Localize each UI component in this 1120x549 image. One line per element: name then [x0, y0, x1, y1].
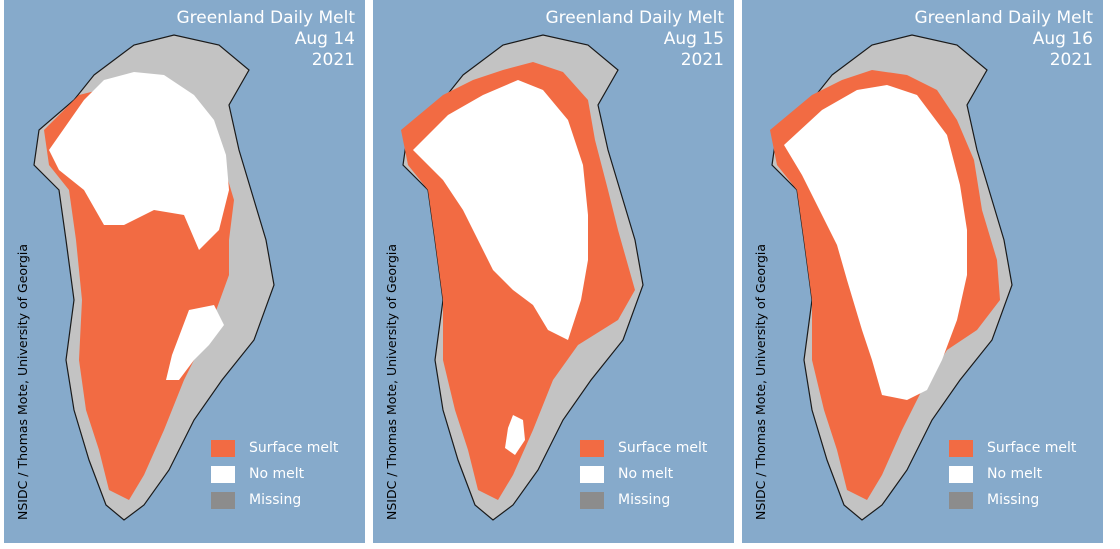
legend-label: Surface melt	[249, 440, 339, 456]
no-melt-patch	[505, 415, 525, 455]
no-melt-area	[413, 80, 588, 340]
legend-swatch	[949, 439, 973, 457]
date-line: Aug 16	[1032, 29, 1093, 49]
legend-swatch	[580, 465, 604, 483]
legend-label: Missing	[618, 492, 671, 508]
legend-item-no-melt: No melt	[580, 461, 707, 487]
greenland-map	[770, 34, 1013, 521]
legend-item-surface-melt: Surface melt	[211, 435, 338, 461]
credit-text: NSIDC / Thomas Mote, University of Georg…	[15, 243, 30, 520]
legend-label: No melt	[618, 466, 674, 482]
greenland-map	[401, 34, 644, 521]
date-line: Aug 14	[294, 29, 355, 49]
no-melt-area	[784, 85, 967, 400]
credit: NSIDC / Thomas Mote, University of Georg…	[4, 0, 30, 543]
legend-swatch	[580, 491, 604, 509]
panel-title: Greenland Daily Melt Aug 14 2021	[176, 8, 355, 71]
legend-item-surface-melt: Surface melt	[949, 435, 1076, 461]
legend-swatch	[211, 465, 235, 483]
title-line: Greenland Daily Melt	[176, 8, 355, 28]
legend: Surface melt No melt Missing	[580, 435, 707, 513]
credit-text: NSIDC / Thomas Mote, University of Georg…	[753, 243, 768, 520]
legend-swatch	[580, 439, 604, 457]
panel-title: Greenland Daily Melt Aug 16 2021	[914, 8, 1093, 71]
credit: NSIDC / Thomas Mote, University of Georg…	[742, 0, 768, 543]
legend-item-missing: Missing	[580, 487, 707, 513]
legend-item-no-melt: No melt	[211, 461, 338, 487]
legend-item-missing: Missing	[949, 487, 1076, 513]
legend-swatch	[949, 491, 973, 509]
year-line: 2021	[311, 50, 355, 70]
legend-label: No melt	[987, 466, 1043, 482]
legend-item-surface-melt: Surface melt	[580, 435, 707, 461]
no-melt-area	[49, 72, 229, 250]
legend: Surface melt No melt Missing	[949, 435, 1076, 513]
legend-label: Surface melt	[987, 440, 1077, 456]
legend-item-missing: Missing	[211, 487, 338, 513]
legend-swatch	[949, 465, 973, 483]
map-panel-aug14: Greenland Daily Melt Aug 14 2021 NSIDC /…	[4, 0, 365, 543]
legend-item-no-melt: No melt	[949, 461, 1076, 487]
legend-label: Missing	[249, 492, 302, 508]
legend-label: No melt	[249, 466, 305, 482]
year-line: 2021	[680, 50, 724, 70]
title-line: Greenland Daily Melt	[545, 8, 724, 28]
title-line: Greenland Daily Melt	[914, 8, 1093, 28]
date-line: Aug 15	[663, 29, 724, 49]
legend-swatch	[211, 491, 235, 509]
no-melt-patch	[166, 305, 224, 380]
year-line: 2021	[1049, 50, 1093, 70]
legend-label: Missing	[987, 492, 1040, 508]
greenland-map	[33, 34, 275, 521]
legend: Surface melt No melt Missing	[211, 435, 338, 513]
map-panel-aug16: Greenland Daily Melt Aug 16 2021 NSIDC /…	[742, 0, 1103, 543]
credit-text: NSIDC / Thomas Mote, University of Georg…	[384, 243, 399, 520]
map-panel-aug15: Greenland Daily Melt Aug 15 2021 NSIDC /…	[373, 0, 734, 543]
panel-title: Greenland Daily Melt Aug 15 2021	[545, 8, 724, 71]
credit: NSIDC / Thomas Mote, University of Georg…	[373, 0, 399, 543]
legend-swatch	[211, 439, 235, 457]
legend-label: Surface melt	[618, 440, 708, 456]
